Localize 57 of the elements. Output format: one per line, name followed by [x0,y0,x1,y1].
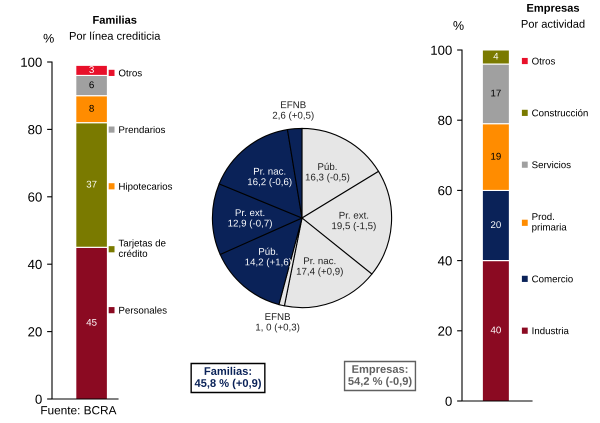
y-tick-label: 0 [35,394,42,404]
legend-label: Prendarios [119,126,166,134]
y-tick-label: 60 [28,192,42,202]
slice-label: EFNB [265,313,290,320]
data-label: 19 [491,152,501,160]
legend-label: Hipotecarios [119,182,172,192]
legend-label: Construcción [532,109,588,116]
chart-title: Empresas [527,4,580,14]
data-label: 16,2 (-0,6) [248,178,292,188]
legend-label: Otros [532,58,556,65]
data-label: 20 [490,221,501,228]
y-tick-label: 40 [438,256,452,266]
data-label: 4 [493,52,498,60]
legend-label: Servicios [532,161,571,168]
y-tick-label: 80 [28,124,42,134]
data-label: 1, 0 (+0,3) [256,323,300,332]
data-label: 8 [89,104,94,112]
y-tick-label: 40 [28,260,42,270]
slice-label: Púb. [259,248,278,255]
data-label: 2,6 (+0,5) [272,112,314,121]
legend-label: Prod. primaria [532,212,567,232]
y-tick-label: 0 [445,396,452,406]
chart-subtitle: Por línea crediticia [70,32,160,40]
data-label: 40 [490,326,501,334]
y-axis-title: % [44,34,54,43]
slice-label: Pr. nac. [304,257,336,264]
data-label: 17,4 (+0,9) [296,268,343,277]
legend-label: Industria [532,327,569,334]
y-tick-label: 60 [438,186,452,196]
data-label: 6 [89,81,94,88]
text: Empresas: 54,2 % (-0,9) [348,365,412,388]
y-tick-label: 100 [21,58,42,67]
data-label: 45 [86,319,97,326]
data-label: 12,9 (-0,7) [228,219,272,228]
slice-label: Pr. ext. [236,209,264,216]
legend-label: Comercio [532,275,573,282]
data-label: 3 [89,66,94,74]
data-label: 17 [491,90,501,96]
data-label: 16,3 (-0,5) [306,173,350,182]
legend-label: Personales [119,306,167,314]
chart-title: Familias [93,16,136,24]
legend-label: Tarjetas de crédito [118,239,166,257]
y-tick-label: 80 [438,116,452,126]
y-tick-label: 20 [28,327,42,337]
data-label: 37 [86,180,97,188]
source-note: Fuente: BCRA [41,406,116,414]
slice-label: EFNB [281,101,306,108]
y-axis-title: % [453,21,464,30]
slice-label: Pr. nac. [254,168,286,175]
slice-label: Pr. ext. [340,212,368,219]
y-tick-label: 20 [438,326,452,336]
chart-subtitle: Por actividad [522,20,584,28]
slice-label: Púb. [318,162,337,170]
y-tick-label: 100 [431,46,452,55]
data-label: 19,5 (-1,5) [332,222,376,232]
legend-label: Otros [118,70,142,76]
text: Familias: 45,8 % (+0,9) [194,366,261,390]
